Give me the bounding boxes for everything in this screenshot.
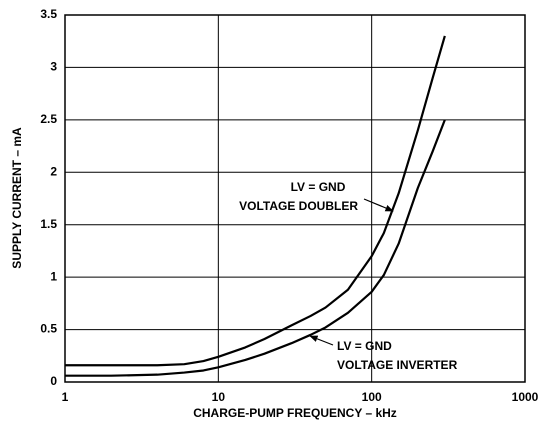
annotation: VOLTAGE DOUBLER	[239, 199, 358, 213]
arrow	[309, 335, 334, 346]
y-axis-label: SUPPLY CURRENT – mA	[10, 127, 24, 269]
x-tick-label: 100	[362, 390, 382, 404]
y-tick-label: 0.5	[40, 322, 57, 336]
arrow	[363, 198, 394, 212]
y-tick-label: 3.5	[40, 7, 57, 21]
y-tick-label: 0	[50, 374, 57, 388]
y-tick-label: 2.5	[40, 112, 57, 126]
data-line	[65, 35, 446, 367]
y-tick-label: 2	[50, 164, 57, 178]
annotation: LV = GND	[291, 180, 346, 194]
x-tick-label: 1	[62, 390, 69, 404]
data-line	[65, 119, 446, 377]
x-tick-label: 1000	[512, 390, 539, 404]
plot-frame	[64, 14, 526, 383]
annotation: VOLTAGE INVERTER	[337, 358, 458, 372]
y-tick-label: 1.5	[40, 217, 57, 231]
annotation: LV = GND	[337, 339, 392, 353]
y-tick-label: 3	[50, 60, 57, 74]
x-tick-label: 10	[212, 390, 226, 404]
x-axis-label: CHARGE-PUMP FREQUENCY – kHz	[193, 406, 397, 420]
y-tick-label: 1	[50, 269, 57, 283]
